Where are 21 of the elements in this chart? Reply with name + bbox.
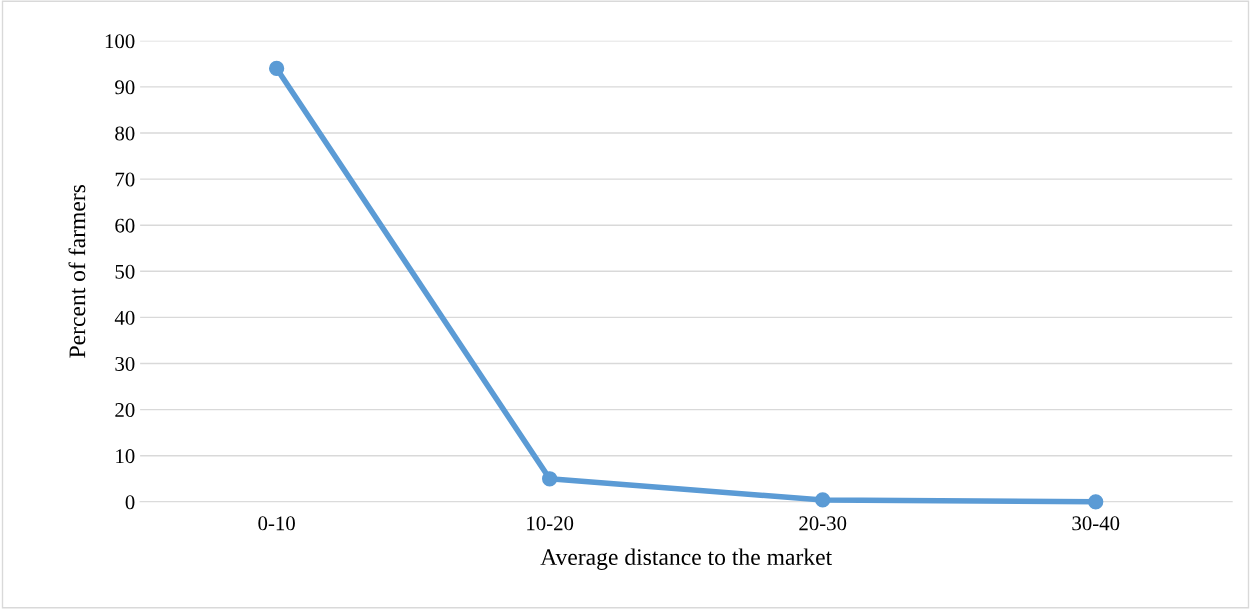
- y-tick-label: 0: [125, 495, 135, 510]
- y-tick-label: 70: [115, 172, 135, 187]
- y-tick-label: 20: [115, 402, 135, 418]
- x-tick-label: 20-30: [799, 516, 847, 531]
- y-axis-title: Percent of farmers: [68, 184, 86, 358]
- y-tick-label: 60: [115, 218, 135, 233]
- y-tick-label: 90: [115, 80, 135, 95]
- point: [268, 60, 285, 77]
- y-tick-label: 10: [116, 449, 135, 464]
- y-tick-label: 30: [115, 356, 135, 371]
- x-tick-label: 10-20: [527, 516, 574, 531]
- x-tick-label: 30-40: [1072, 516, 1120, 531]
- y-tick-label: 80: [115, 126, 135, 141]
- point: [542, 471, 558, 487]
- x-axis-title: Average distance to the market: [540, 548, 833, 570]
- y-tick-label: 40: [114, 310, 135, 325]
- point: [1088, 494, 1104, 510]
- y-tick-label: 100: [105, 34, 135, 49]
- y-tick-label: 50: [115, 264, 135, 279]
- point: [815, 492, 831, 508]
- x-tick-label: 0-10: [258, 516, 295, 531]
